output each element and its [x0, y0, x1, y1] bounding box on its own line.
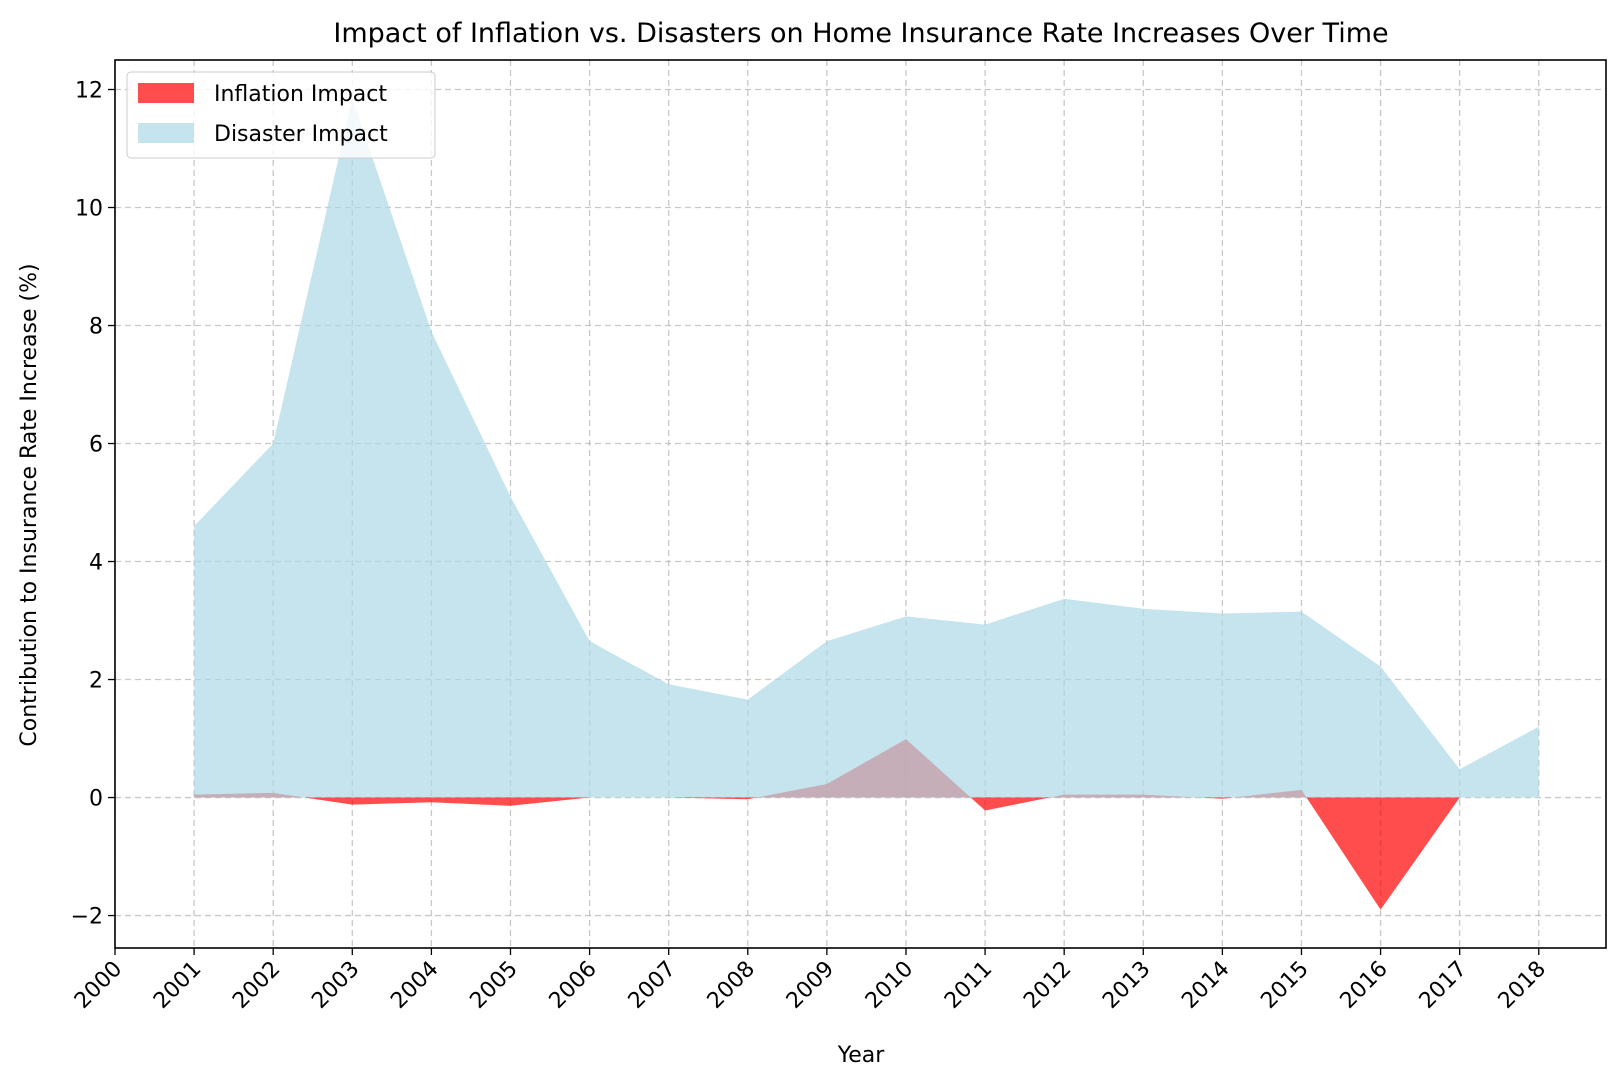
legend: Inflation Impact Disaster Impact [126, 71, 436, 159]
y-axis-label: Contribution to Insurance Rate Increase … [17, 263, 42, 746]
legend-swatch-disaster [138, 123, 194, 143]
y-tick-label-0: −2 [71, 905, 103, 930]
x-axis-label: Year [837, 1043, 886, 1068]
y-tick-label-1: 0 [89, 787, 103, 812]
plot-areas [194, 98, 1539, 910]
legend-box [126, 71, 436, 159]
legend-swatch-inflation [138, 83, 194, 103]
legend-label-inflation: Inflation Impact [214, 82, 387, 107]
y-tick-label-6: 10 [75, 197, 103, 222]
area-disaster-impact [194, 98, 1539, 798]
plot-frame [114, 59, 1607, 949]
axes-frame [114, 59, 1607, 949]
y-tick-label-7: 12 [75, 79, 103, 104]
y-tick-label-4: 6 [89, 433, 103, 458]
y-tick-label-2: 2 [89, 669, 103, 694]
y-tick-label-3: 4 [89, 551, 103, 576]
chart-title: Impact of Inflation vs. Disasters on Hom… [333, 18, 1388, 49]
legend-label-disaster: Disaster Impact [214, 122, 388, 147]
y-tick-label-5: 8 [89, 315, 103, 340]
